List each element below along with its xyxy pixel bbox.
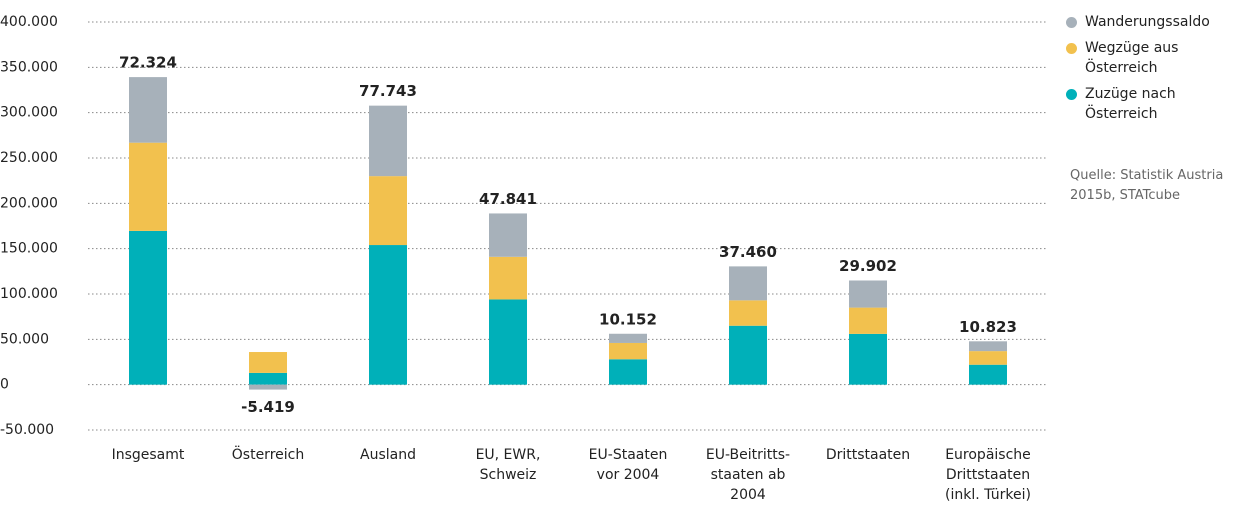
bar-segment [249, 384, 287, 390]
bar-segment [969, 364, 1007, 385]
bar-segment [489, 213, 527, 257]
bar-segment [249, 352, 287, 373]
bar-segment [729, 325, 767, 385]
bar-segment [129, 142, 167, 231]
bar-segment [969, 341, 1007, 352]
data-label: 77.743 [359, 82, 417, 100]
x-tick-label: EU-Beitritts- staaten ab 2004 [705, 447, 791, 503]
y-tick-label: 400.000 [0, 14, 58, 30]
bar-segment [729, 266, 767, 301]
bar-segment [849, 307, 887, 334]
y-tick-label: 200.000 [0, 195, 58, 211]
bar-segment [969, 351, 1007, 365]
bar-segment [849, 333, 887, 385]
data-label: -5.419 [241, 398, 295, 416]
data-label: 10.823 [959, 318, 1017, 336]
legend-swatch [1066, 43, 1077, 54]
bar-segment [849, 280, 887, 308]
data-label: 47.841 [479, 190, 537, 208]
y-tick-label: 50.000 [0, 331, 49, 347]
y-tick-label: 0 [0, 377, 9, 393]
y-tick-label: -50.000 [0, 422, 54, 438]
data-label: 29.902 [839, 257, 897, 275]
y-tick-label: 350.000 [0, 59, 58, 75]
x-tick-label: Österreich [231, 447, 305, 463]
bar-segment [489, 256, 527, 300]
bar-segment [489, 299, 527, 385]
bar-segment [609, 342, 647, 360]
y-tick-label: 100.000 [0, 286, 58, 302]
legend-swatch [1066, 89, 1077, 100]
legend-item: Wegzüge aus Österreich [1066, 38, 1250, 78]
bar-segment [609, 359, 647, 385]
x-tick-label: Europäische Drittstaaten (inkl. Türkei) [945, 447, 1031, 503]
legend-item: Wanderungssaldo [1066, 12, 1250, 32]
bar-segment [129, 230, 167, 385]
legend-item: Zuzüge nach Österreich [1066, 84, 1250, 124]
x-tick-label: EU-Staaten vor 2004 [588, 447, 668, 483]
bar-segment [729, 300, 767, 326]
bar-segment [129, 77, 167, 143]
data-label: 72.324 [119, 54, 177, 72]
bar-segment [369, 176, 407, 246]
chart: -50.000 0 50.000 100.000 150.000 200.000 250.0… [0, 14, 1048, 438]
bar-segment [369, 245, 407, 385]
y-tick-label: 150.000 [0, 241, 58, 257]
bar-segment [609, 333, 647, 343]
data-label: 10.152 [599, 310, 657, 328]
legend-swatch [1066, 17, 1077, 28]
x-tick-label: Drittstaaten [825, 447, 911, 463]
bar-segment [369, 105, 407, 177]
x-tick-label: EU, EWR, Schweiz [475, 447, 541, 483]
data-label: 37.460 [719, 243, 777, 261]
x-tick-label: Ausland [360, 447, 416, 463]
source-note: Quelle: Statistik Austria 2015b, STATcub… [1070, 168, 1224, 203]
bar-segment [249, 372, 287, 385]
y-tick-label: 250.000 [0, 150, 58, 166]
x-tick-label: Insgesamt [111, 447, 185, 463]
y-tick-label: 300.000 [0, 105, 58, 121]
